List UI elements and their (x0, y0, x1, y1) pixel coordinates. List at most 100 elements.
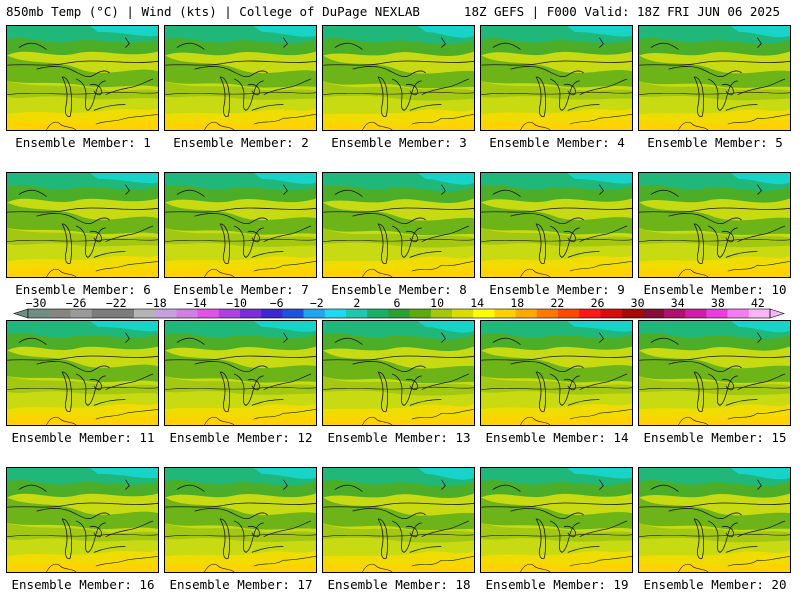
colorbar-tick-label: 18 (510, 296, 525, 310)
ensemble-member-label: Ensemble Member: 3 (331, 135, 467, 150)
colorbar-swatch (727, 309, 750, 318)
colorbar-tick-label: −14 (186, 296, 207, 310)
colorbar-swatch (70, 309, 92, 318)
colorbar-swatch (155, 309, 177, 318)
colorbar-swatch (388, 309, 410, 318)
ensemble-member-map (164, 320, 317, 426)
colorbar-swatch (642, 309, 665, 318)
ensemble-member-label: Ensemble Member: 14 (485, 430, 629, 445)
colorbar-tick-label: 6 (393, 296, 401, 310)
colorbar-swatch (600, 309, 622, 318)
colorbar-tick-label: −30 (25, 296, 47, 310)
ensemble-member-map (322, 25, 475, 131)
colorbar-tick-label: 26 (590, 296, 605, 310)
colorbar-tick-label: −6 (269, 296, 284, 310)
ensemble-member-map (322, 172, 475, 278)
colorbar-swatch (91, 309, 114, 318)
colorbar-tick-label: 34 (670, 296, 685, 310)
ensemble-member-label: Ensemble Member: 4 (489, 135, 625, 150)
colorbar-tick-label: −18 (145, 296, 167, 310)
ensemble-member-label: Ensemble Member: 10 (643, 282, 787, 297)
colorbar-swatch (558, 309, 580, 318)
ensemble-member-label: Ensemble Member: 9 (489, 282, 625, 297)
ensemble-member-label: Ensemble Member: 1 (15, 135, 151, 150)
ensemble-member-label: Ensemble Member: 15 (643, 430, 787, 445)
ensemble-member-label: Ensemble Member: 6 (15, 282, 151, 297)
ensemble-member-map (480, 172, 633, 278)
ensemble-member-label: Ensemble Member: 12 (169, 430, 313, 445)
colorbar-tick-label: −22 (105, 296, 127, 310)
colorbar-swatch (28, 309, 50, 318)
ensemble-member-label: Ensemble Member: 17 (169, 577, 313, 592)
ensemble-member-label: Ensemble Member: 11 (11, 430, 155, 445)
colorbar-tick-label: 22 (550, 296, 565, 310)
colorbar-tick-label: −10 (226, 296, 247, 310)
colorbar-tick-label: 2 (353, 296, 361, 310)
colorbar-swatch (49, 309, 71, 318)
colorbar-swatch (473, 309, 495, 318)
colorbar-swatch (134, 309, 156, 318)
colorbar-swatch (706, 309, 728, 318)
ensemble-member-label: Ensemble Member: 13 (327, 430, 471, 445)
colorbar-swatch (452, 309, 474, 318)
colorbar-tick-label: 42 (751, 296, 765, 310)
colorbar-frame (27, 308, 771, 319)
ensemble-member-map (480, 320, 633, 426)
colorbar-swatch (579, 309, 601, 318)
colorbar-swatch (494, 309, 516, 318)
ensemble-member-label: Ensemble Member: 5 (647, 135, 783, 150)
colorbar-swatch (664, 309, 686, 318)
ensemble-member-label: Ensemble Member: 2 (173, 135, 309, 150)
colorbar-tick-label: −26 (65, 296, 87, 310)
colorbar-low-arrow (13, 308, 29, 319)
ensemble-member-map (6, 25, 159, 131)
ensemble-member-map (638, 172, 791, 278)
colorbar-swatch (409, 309, 432, 318)
ensemble-member-map (480, 25, 633, 131)
ensemble-member-map (638, 25, 791, 131)
colorbar-swatch (515, 309, 538, 318)
colorbar-swatch (197, 309, 220, 318)
colorbar-swatch (430, 309, 453, 318)
colorbar-swatch (685, 309, 707, 318)
colorbar-swatch (218, 309, 241, 318)
temperature-colorbar (13, 308, 785, 319)
ensemble-member-map (638, 320, 791, 426)
colorbar-tick-label: 38 (710, 296, 725, 310)
colorbar-tick-label: 30 (630, 296, 645, 310)
ensemble-member-map (6, 467, 159, 573)
ensemble-member-label: Ensemble Member: 16 (11, 577, 155, 592)
colorbar-tick-label: 10 (430, 296, 445, 310)
colorbar-swatch (240, 309, 262, 318)
colorbar-swatch (282, 309, 304, 318)
ensemble-member-map (480, 467, 633, 573)
colorbar-swatch (536, 309, 559, 318)
ensemble-member-map (638, 467, 791, 573)
colorbar-high-arrow (769, 308, 785, 319)
ensemble-member-label: Ensemble Member: 19 (485, 577, 629, 592)
ensemble-member-label: Ensemble Member: 20 (643, 577, 787, 592)
ensemble-member-map (322, 320, 475, 426)
ensemble-member-label: Ensemble Member: 7 (173, 282, 309, 297)
colorbar-swatch (261, 309, 283, 318)
ensemble-member-map (6, 172, 159, 278)
colorbar-swatch (176, 309, 198, 318)
valid-time: 18Z GEFS | F000 Valid: 18Z FRI JUN 06 20… (463, 4, 780, 19)
ensemble-member-label: Ensemble Member: 8 (331, 282, 467, 297)
ensemble-member-map (164, 467, 317, 573)
colorbar-tick-label: 14 (470, 296, 485, 310)
colorbar-swatch (112, 309, 135, 318)
ensemble-member-map (322, 467, 475, 573)
ensemble-member-map (6, 320, 159, 426)
ensemble-member-label: Ensemble Member: 18 (327, 577, 471, 592)
ensemble-member-map (164, 25, 317, 131)
colorbar-swatch (303, 309, 326, 318)
ensemble-member-map (164, 172, 317, 278)
colorbar-swatch (621, 309, 644, 318)
colorbar-swatch (748, 309, 771, 318)
colorbar-swatch (367, 309, 389, 318)
colorbar-swatch (346, 309, 368, 318)
colorbar-tick-label: −2 (309, 296, 324, 310)
map-title: 850mb Temp (°C) | Wind (kts) | College o… (6, 4, 420, 19)
colorbar-swatch (324, 309, 347, 318)
